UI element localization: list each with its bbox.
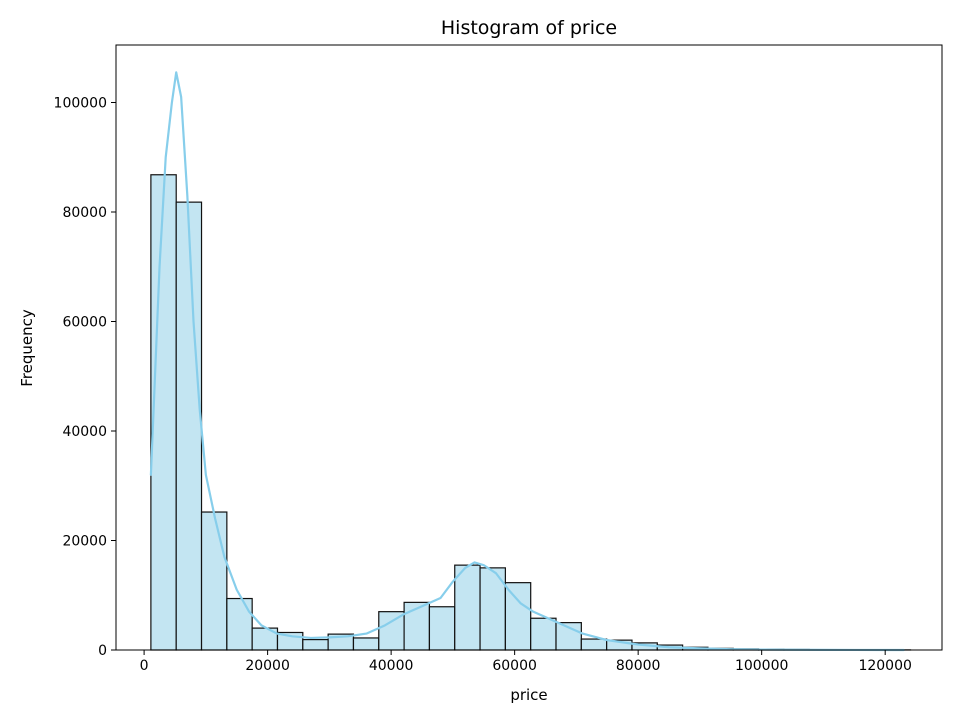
x-tick-label: 40000 (369, 658, 414, 674)
x-tick-label: 60000 (492, 658, 537, 674)
x-axis-label: price (510, 686, 547, 704)
histogram-bar (176, 202, 201, 650)
histogram-bar (353, 638, 378, 650)
y-tick-label: 40000 (62, 424, 107, 440)
x-tick-label: 80000 (616, 658, 661, 674)
histogram-bar (303, 640, 328, 650)
histogram-bar (151, 175, 176, 650)
y-tick-label: 0 (98, 643, 107, 659)
y-tick-label: 20000 (62, 533, 107, 549)
y-axis-label: Frequency (18, 309, 36, 387)
bars-layer (151, 175, 911, 650)
histogram-bar (429, 607, 454, 650)
histogram-bar (581, 639, 606, 650)
chart-title: Histogram of price (441, 17, 617, 39)
x-axis-ticks: 0 20000 40000 60000 80000 100000 120000 (140, 650, 912, 674)
y-tick-label: 80000 (62, 205, 107, 221)
histogram-bar (227, 599, 252, 650)
x-tick-label: 120000 (858, 658, 911, 674)
y-tick-label: 100000 (54, 95, 107, 111)
histogram-bar (531, 618, 556, 650)
y-tick-label: 60000 (62, 314, 107, 330)
kde-layer (151, 72, 904, 650)
histogram-bar (202, 512, 227, 650)
x-tick-label: 100000 (735, 658, 788, 674)
histogram-bar (505, 583, 530, 650)
plot-area-frame (116, 45, 942, 650)
y-axis-ticks: 0 20000 40000 60000 80000 100000 (54, 95, 116, 659)
kde-density-curve (151, 72, 904, 650)
x-tick-label: 20000 (245, 658, 290, 674)
histogram-bar (455, 565, 480, 650)
x-tick-label: 0 (140, 658, 149, 674)
